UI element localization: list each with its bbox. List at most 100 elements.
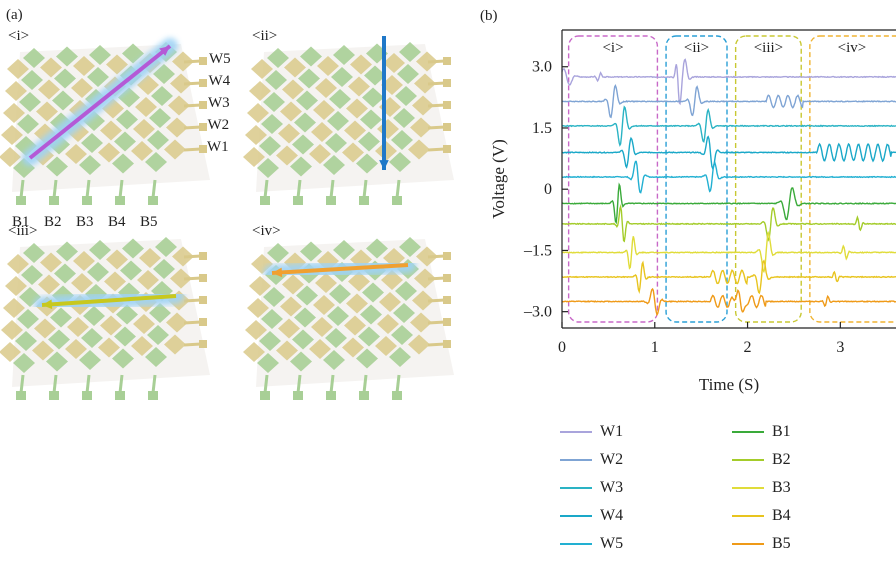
col-pad (120, 260, 142, 281)
row-pad (3, 103, 25, 123)
row-pad (164, 139, 186, 160)
col-pad (52, 90, 74, 111)
row-pad (0, 147, 21, 167)
row-pad (133, 119, 155, 139)
col-pad (81, 328, 103, 348)
col-pad (358, 131, 380, 152)
series-w1 (561, 58, 896, 106)
row-pad (65, 339, 87, 359)
y-axis-label: Voltage (V) (489, 139, 508, 218)
legend-swatch (732, 431, 764, 433)
row-pad (381, 270, 403, 290)
col-pad (333, 240, 355, 260)
col-pad (267, 48, 289, 68)
row-pad (313, 100, 335, 120)
col-pad (17, 309, 39, 329)
row-pad (408, 334, 430, 355)
row-pad (350, 54, 372, 75)
col-pad (112, 348, 134, 369)
legend-label: B4 (772, 507, 791, 524)
col-pad (83, 306, 105, 326)
col-pad (333, 45, 355, 65)
row-pad (243, 342, 265, 362)
col-pad (329, 284, 351, 304)
col-pad (296, 90, 318, 111)
legend-swatch (732, 543, 764, 545)
row-pad (251, 59, 273, 79)
col-pad (56, 241, 78, 262)
col-pad (323, 155, 345, 175)
col-pad (263, 92, 285, 112)
grid-4: <iv> (243, 223, 454, 400)
row-pad (38, 274, 60, 295)
col-pad (298, 68, 320, 89)
row-pad (32, 340, 54, 361)
row-label-w3: W3 (208, 95, 230, 111)
series-b5 (561, 287, 896, 317)
region-box (809, 35, 896, 323)
row-pad (342, 142, 364, 163)
row-pad (71, 78, 93, 98)
row-pad (73, 56, 95, 76)
row-pad (315, 78, 337, 98)
row-pad (71, 273, 93, 293)
col-label-b2: B2 (44, 214, 62, 230)
col-pad (259, 331, 281, 351)
col-pad (290, 156, 312, 177)
col-pad (395, 281, 417, 301)
y-tick-label: 0 (544, 181, 552, 198)
col-pad (366, 238, 388, 259)
gesture-arrow (41, 294, 177, 307)
col-pad (15, 331, 37, 351)
col-pad (149, 303, 171, 323)
row-label-w4: W4 (209, 73, 231, 89)
y-tick-label: 1.5 (532, 120, 552, 137)
legend-item-w5: W5 (560, 532, 623, 556)
row-pad (131, 141, 153, 161)
row-pad (412, 290, 434, 311)
col-pad (292, 134, 314, 155)
row-pad (247, 103, 269, 123)
series-b4 (561, 259, 896, 295)
row-pad (348, 271, 370, 292)
legend-item-b5: B5 (732, 532, 791, 556)
row-pad (106, 54, 128, 75)
col-pad (54, 263, 76, 284)
col-pad (389, 347, 411, 367)
col-pad (23, 243, 45, 263)
legend-item-w2: W2 (560, 448, 623, 472)
row-pad (164, 334, 186, 355)
legend-swatch (560, 543, 592, 545)
col-pad (147, 325, 169, 345)
col-pad (89, 45, 111, 65)
row-pad (135, 97, 157, 117)
col-pad (261, 114, 283, 134)
legend-label: B3 (772, 479, 791, 496)
row-pad (73, 251, 95, 271)
col-pad (50, 307, 72, 328)
col-pad (153, 64, 175, 84)
legend-item-b4: B4 (732, 504, 791, 528)
row-pad (346, 98, 368, 119)
col-pad (329, 89, 351, 109)
row-pad (278, 318, 300, 339)
row-pad (412, 95, 434, 116)
legend-label: B2 (772, 451, 791, 468)
col-label-b5: B5 (140, 214, 158, 230)
subpanel-label: <iv> (252, 223, 281, 239)
row-pad (408, 139, 430, 160)
legend-item-w4: W4 (560, 504, 623, 528)
subpanel-label: <iii> (8, 223, 37, 239)
y-tick-label: –1.5 (523, 242, 552, 259)
legend-label: W4 (600, 507, 624, 524)
col-pad (358, 326, 380, 347)
row-pad (245, 125, 267, 145)
col-pad (21, 265, 43, 285)
row-pad (34, 318, 56, 339)
col-pad (19, 92, 41, 112)
row-pad (137, 75, 159, 95)
row-pad (410, 117, 432, 138)
legend-label: W2 (600, 451, 624, 468)
row-pad (276, 145, 298, 166)
legend-label: B5 (772, 535, 791, 552)
